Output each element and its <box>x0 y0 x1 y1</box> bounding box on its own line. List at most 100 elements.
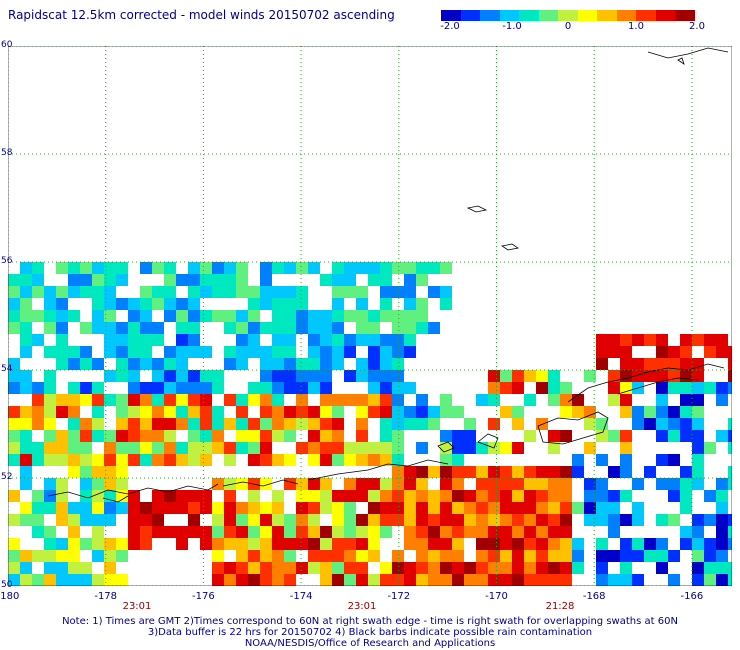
wind-cell <box>44 442 56 454</box>
wind-cell <box>248 286 260 298</box>
wind-cell <box>260 394 272 406</box>
grid-lines <box>8 46 732 586</box>
colorbar-label: -1.0 <box>502 21 522 32</box>
wind-cell <box>368 382 380 394</box>
wind-cell <box>188 274 200 286</box>
wind-difference-field <box>8 262 732 586</box>
wind-cell <box>272 514 284 526</box>
wind-cell <box>680 346 692 358</box>
wind-cell <box>188 370 200 382</box>
wind-cell <box>236 478 248 490</box>
wind-cell <box>356 490 368 502</box>
colorbar-swatch <box>616 10 637 21</box>
wind-cell <box>152 298 164 310</box>
wind-cell <box>212 514 224 526</box>
wind-cell <box>20 418 32 430</box>
latitude-label: 50 <box>1 580 13 590</box>
wind-cell <box>308 346 320 358</box>
wind-cell <box>224 358 236 370</box>
wind-cell <box>248 562 260 574</box>
wind-cell <box>380 490 392 502</box>
wind-cell <box>344 514 356 526</box>
wind-cell <box>704 382 716 394</box>
latitude-label: 60 <box>1 40 13 50</box>
wind-cell <box>728 514 732 526</box>
wind-cell <box>140 394 152 406</box>
wind-cell <box>188 262 200 274</box>
wind-cell <box>488 382 500 394</box>
colorbar-swatch <box>499 10 520 21</box>
wind-cell <box>440 562 452 574</box>
wind-cell <box>356 406 368 418</box>
wind-cell <box>548 370 560 382</box>
wind-cell <box>44 418 56 430</box>
wind-cell <box>608 550 620 562</box>
wind-cell <box>308 526 320 538</box>
wind-cell <box>260 538 272 550</box>
wind-cell <box>128 394 140 406</box>
wind-cell <box>140 538 152 550</box>
wind-cell <box>32 334 44 346</box>
wind-cell <box>596 430 608 442</box>
wind-cell <box>464 466 476 478</box>
wind-cell <box>176 370 188 382</box>
wind-cell <box>92 274 104 286</box>
wind-cell <box>488 466 500 478</box>
wind-cell <box>692 538 704 550</box>
wind-cell <box>44 550 56 562</box>
wind-cell <box>176 502 188 514</box>
wind-cell <box>596 346 608 358</box>
wind-cell <box>608 502 620 514</box>
wind-cell <box>704 514 716 526</box>
wind-cell <box>320 370 332 382</box>
wind-cell <box>320 274 332 286</box>
wind-cell <box>560 490 572 502</box>
wind-cell <box>92 322 104 334</box>
wind-cell <box>224 574 236 586</box>
wind-cell <box>152 382 164 394</box>
wind-cell <box>560 466 572 478</box>
wind-cell <box>368 394 380 406</box>
wind-cell <box>428 406 440 418</box>
wind-cell <box>116 406 128 418</box>
wind-cell <box>20 550 32 562</box>
wind-cell <box>536 466 548 478</box>
wind-cell <box>620 346 632 358</box>
wind-cell <box>536 382 548 394</box>
wind-cell <box>140 382 152 394</box>
wind-cell <box>320 454 332 466</box>
wind-cell <box>248 454 260 466</box>
longitude-label: -180 <box>0 591 20 602</box>
wind-cell <box>704 550 716 562</box>
wind-cell <box>524 538 536 550</box>
wind-cell <box>164 526 176 538</box>
wind-cell <box>104 574 116 586</box>
wind-cell <box>80 514 92 526</box>
wind-cell <box>464 562 476 574</box>
wind-cell <box>104 442 116 454</box>
wind-cell <box>440 490 452 502</box>
wind-cell <box>80 502 92 514</box>
wind-cell <box>608 574 620 586</box>
wind-cell <box>44 478 56 490</box>
wind-cell <box>416 466 428 478</box>
wind-cell <box>296 478 308 490</box>
wind-cell <box>200 454 212 466</box>
wind-cell <box>488 502 500 514</box>
wind-cell <box>320 322 332 334</box>
wind-cell <box>308 502 320 514</box>
wind-cell <box>404 382 416 394</box>
wind-cell <box>668 514 680 526</box>
wind-cell <box>248 490 260 502</box>
wind-cell <box>260 478 272 490</box>
wind-cell <box>368 478 380 490</box>
wind-cell <box>20 562 32 574</box>
wind-cell <box>512 442 524 454</box>
wind-cell <box>284 406 296 418</box>
wind-cell <box>236 538 248 550</box>
wind-cell <box>308 538 320 550</box>
longitude-label: -166 <box>680 591 704 602</box>
wind-cell <box>260 454 272 466</box>
wind-cell <box>236 346 248 358</box>
wind-cell <box>212 274 224 286</box>
